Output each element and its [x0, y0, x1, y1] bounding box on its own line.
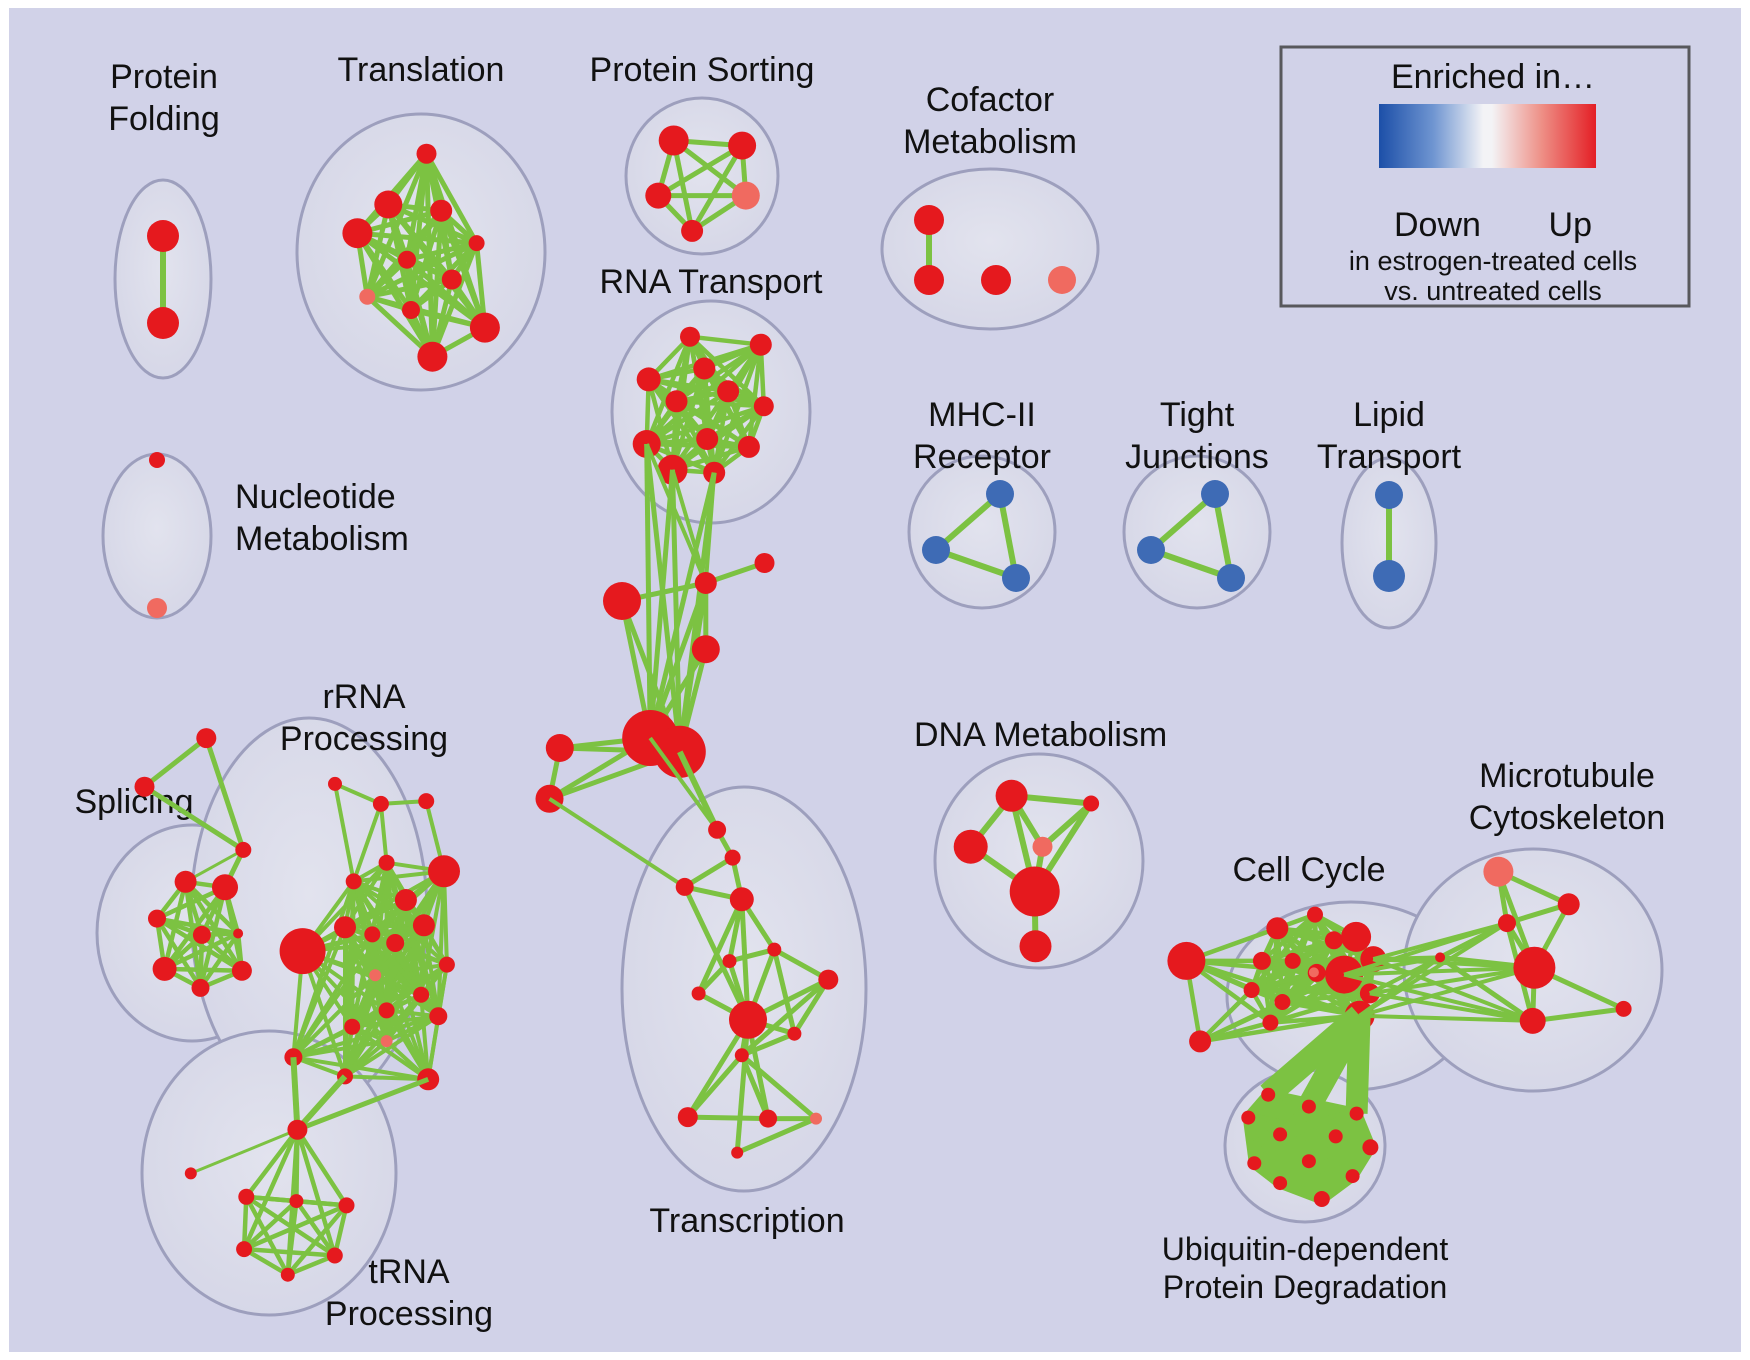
svg-text:MHC-II: MHC-II	[928, 396, 1036, 434]
svg-text:in estrogen-treated cells: in estrogen-treated cells	[1349, 246, 1637, 276]
svg-text:RNA Transport: RNA Transport	[600, 263, 824, 301]
svg-text:Metabolism: Metabolism	[235, 520, 409, 558]
svg-text:Folding: Folding	[108, 100, 220, 138]
svg-text:Down: Down	[1394, 206, 1481, 244]
svg-text:Receptor: Receptor	[913, 438, 1051, 476]
svg-text:Splicing: Splicing	[74, 783, 193, 821]
svg-text:Protein Degradation: Protein Degradation	[1163, 1269, 1448, 1305]
svg-text:Cell Cycle: Cell Cycle	[1232, 851, 1385, 889]
svg-text:Nucleotide: Nucleotide	[235, 478, 396, 516]
svg-text:Processing: Processing	[325, 1295, 493, 1333]
svg-text:Metabolism: Metabolism	[903, 123, 1077, 161]
svg-text:Tight: Tight	[1160, 396, 1235, 434]
svg-text:Cofactor: Cofactor	[926, 81, 1055, 119]
svg-text:Lipid: Lipid	[1353, 396, 1425, 434]
svg-text:Protein Sorting: Protein Sorting	[590, 51, 815, 89]
svg-text:vs. untreated cells: vs. untreated cells	[1384, 276, 1602, 306]
svg-text:rRNA: rRNA	[322, 678, 405, 716]
svg-text:Up: Up	[1549, 206, 1592, 244]
svg-text:Transport: Transport	[1317, 438, 1462, 476]
svg-text:Translation: Translation	[338, 51, 505, 89]
svg-text:tRNA: tRNA	[368, 1253, 450, 1291]
svg-text:Junctions: Junctions	[1125, 438, 1269, 476]
svg-text:Transcription: Transcription	[649, 1202, 844, 1240]
svg-text:Processing: Processing	[280, 720, 448, 758]
svg-text:DNA Metabolism: DNA Metabolism	[914, 716, 1167, 754]
svg-text:Enriched in…: Enriched in…	[1391, 58, 1595, 96]
svg-text:Ubiquitin-dependent: Ubiquitin-dependent	[1162, 1231, 1449, 1267]
svg-text:Protein: Protein	[110, 58, 218, 96]
svg-text:Microtubule: Microtubule	[1479, 757, 1655, 795]
svg-text:Cytoskeleton: Cytoskeleton	[1469, 799, 1666, 837]
